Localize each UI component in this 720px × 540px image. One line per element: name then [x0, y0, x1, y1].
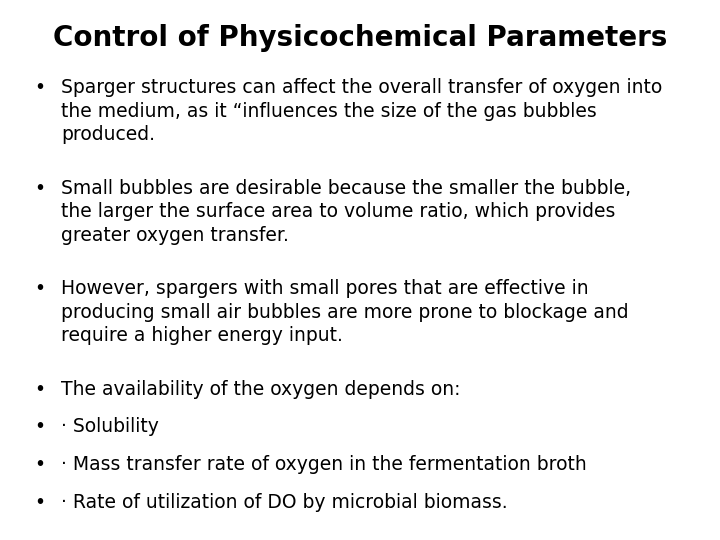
Text: •: •	[35, 455, 45, 474]
Text: · Solubility: · Solubility	[61, 417, 159, 436]
Text: •: •	[35, 493, 45, 512]
Text: The availability of the oxygen depends on:: The availability of the oxygen depends o…	[61, 380, 461, 399]
Text: •: •	[35, 417, 45, 436]
Text: •: •	[35, 380, 45, 399]
Text: Small bubbles are desirable because the smaller the bubble,
the larger the surfa: Small bubbles are desirable because the …	[61, 179, 631, 245]
Text: Control of Physicochemical Parameters: Control of Physicochemical Parameters	[53, 24, 667, 52]
Text: However, spargers with small pores that are effective in
producing small air bub: However, spargers with small pores that …	[61, 279, 629, 345]
Text: · Rate of utilization of DO by microbial biomass.: · Rate of utilization of DO by microbial…	[61, 493, 508, 512]
Text: · Mass transfer rate of oxygen in the fermentation broth: · Mass transfer rate of oxygen in the fe…	[61, 455, 587, 474]
Text: Sparger structures can affect the overall transfer of oxygen into
the medium, as: Sparger structures can affect the overal…	[61, 78, 662, 144]
Text: •: •	[35, 279, 45, 298]
Text: •: •	[35, 78, 45, 97]
Text: •: •	[35, 179, 45, 198]
